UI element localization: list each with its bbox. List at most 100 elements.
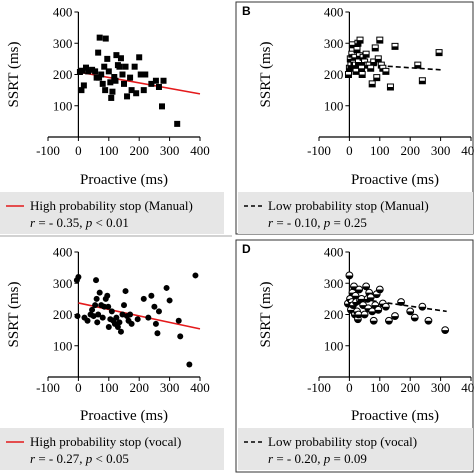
data-point bbox=[96, 289, 103, 296]
x-tick-label: -100 bbox=[307, 143, 331, 158]
data-point-fill bbox=[347, 58, 354, 62]
data-point bbox=[74, 313, 81, 320]
data-point-fill bbox=[369, 83, 376, 87]
data-point-fill bbox=[357, 40, 364, 44]
data-point bbox=[354, 310, 363, 319]
data-point bbox=[79, 67, 86, 74]
data-point bbox=[101, 63, 108, 70]
data-point-fill bbox=[391, 316, 399, 320]
data-point-fill bbox=[347, 65, 354, 69]
data-point-fill bbox=[385, 320, 393, 325]
data-point bbox=[418, 302, 427, 311]
data-point bbox=[418, 77, 426, 85]
data-point bbox=[140, 295, 147, 302]
data-point bbox=[89, 66, 96, 73]
chart-panel-2: B 100 200 300 400 -100 0 100 200 300 400 Proactive … bbox=[235, 1, 474, 235]
data-point bbox=[109, 88, 116, 95]
data-point-fill bbox=[349, 44, 356, 48]
chart-panel-3: 100 200 300 400 -100 0 100 200 300 400 Proactive (… bbox=[0, 245, 224, 470]
data-point bbox=[355, 285, 364, 294]
data-point bbox=[119, 71, 126, 78]
legend-stats: r = - 0.20, p = 0.09 bbox=[268, 451, 367, 466]
data-point bbox=[128, 320, 135, 327]
data-point bbox=[124, 93, 131, 100]
data-point-fill bbox=[355, 314, 362, 318]
data-point bbox=[369, 316, 378, 325]
data-point-fill bbox=[419, 80, 426, 84]
x-tick-label: 0 bbox=[346, 380, 353, 395]
data-point bbox=[105, 68, 112, 75]
data-point bbox=[93, 295, 100, 302]
legend-stat-r-value: = - 0.35, bbox=[35, 215, 86, 230]
data-point bbox=[104, 55, 111, 62]
legend-background bbox=[238, 428, 473, 470]
legend-label: High probability stop (Manual) bbox=[30, 198, 193, 213]
data-point bbox=[356, 36, 364, 44]
x-tick-label: 100 bbox=[370, 143, 390, 158]
data-point bbox=[83, 64, 89, 71]
x-tick-label: 400 bbox=[461, 143, 474, 158]
data-point bbox=[96, 34, 103, 41]
y-tick-label: 100 bbox=[53, 98, 73, 113]
data-point bbox=[105, 324, 112, 330]
x-tick-label: 100 bbox=[370, 380, 390, 395]
data-point bbox=[122, 63, 129, 70]
data-point bbox=[121, 80, 127, 87]
data-point-fill bbox=[370, 320, 378, 325]
data-point bbox=[155, 308, 162, 315]
data-point bbox=[93, 277, 100, 284]
data-point bbox=[112, 77, 119, 84]
x-tick-label: 100 bbox=[99, 143, 119, 158]
y-tick-label: 300 bbox=[324, 36, 344, 51]
data-point bbox=[414, 61, 422, 69]
x-tick-label: 200 bbox=[129, 143, 149, 158]
x-tick-label: 400 bbox=[190, 380, 210, 395]
data-point bbox=[92, 302, 99, 309]
data-point bbox=[353, 46, 361, 53]
data-point bbox=[155, 84, 162, 90]
legend-label: Low probability stop (Manual) bbox=[268, 198, 429, 213]
data-point-fill bbox=[392, 46, 398, 50]
data-point bbox=[95, 311, 102, 318]
legend-stat-r-symbol: r bbox=[30, 215, 36, 230]
data-point-fill bbox=[373, 77, 380, 81]
legend-stat-r-value: = - 0.10, bbox=[273, 215, 324, 230]
data-point-fill bbox=[355, 289, 363, 293]
y-tick-label: 300 bbox=[53, 276, 73, 291]
data-point bbox=[375, 285, 384, 294]
legend-background bbox=[0, 192, 224, 234]
x-tick-label: 300 bbox=[431, 143, 451, 158]
data-point bbox=[114, 324, 121, 330]
data-point-fill bbox=[418, 306, 426, 311]
legend: High probability stop (Manual) r = - 0.35… bbox=[0, 192, 224, 234]
data-point-fill bbox=[354, 49, 360, 53]
data-point bbox=[108, 308, 115, 315]
data-point bbox=[127, 311, 134, 318]
y-tick-label: 200 bbox=[324, 67, 344, 82]
data-point-fill bbox=[387, 87, 394, 90]
legend: Low probability stop (Manual) r = - 0.10,… bbox=[238, 192, 473, 234]
data-point-fill bbox=[436, 52, 443, 56]
data-point-fill bbox=[406, 311, 414, 315]
legend-stat-p-symbol: p bbox=[323, 215, 331, 230]
y-tick-label: 100 bbox=[53, 338, 73, 353]
x-tick-label: -100 bbox=[307, 380, 331, 395]
data-point-fill bbox=[351, 57, 358, 61]
data-point bbox=[111, 74, 118, 80]
x-tick-label: -100 bbox=[36, 380, 60, 395]
panel-letter: B bbox=[242, 4, 251, 18]
data-point-fill bbox=[397, 302, 405, 306]
trend-line bbox=[78, 302, 201, 330]
data-point bbox=[85, 68, 92, 75]
data-point bbox=[362, 50, 370, 58]
legend-label: Low probability stop (vocal) bbox=[268, 434, 417, 449]
legend-stat-p-symbol: p bbox=[85, 451, 93, 466]
data-point-fill bbox=[359, 74, 366, 78]
data-point bbox=[186, 361, 193, 368]
data-point-fill bbox=[355, 62, 362, 65]
data-point bbox=[137, 71, 144, 78]
data-point-fill bbox=[372, 47, 379, 51]
y-axis-title: SSRT (ms) bbox=[6, 42, 22, 108]
legend-stat-r-symbol: r bbox=[268, 215, 274, 230]
data-point bbox=[441, 326, 450, 335]
